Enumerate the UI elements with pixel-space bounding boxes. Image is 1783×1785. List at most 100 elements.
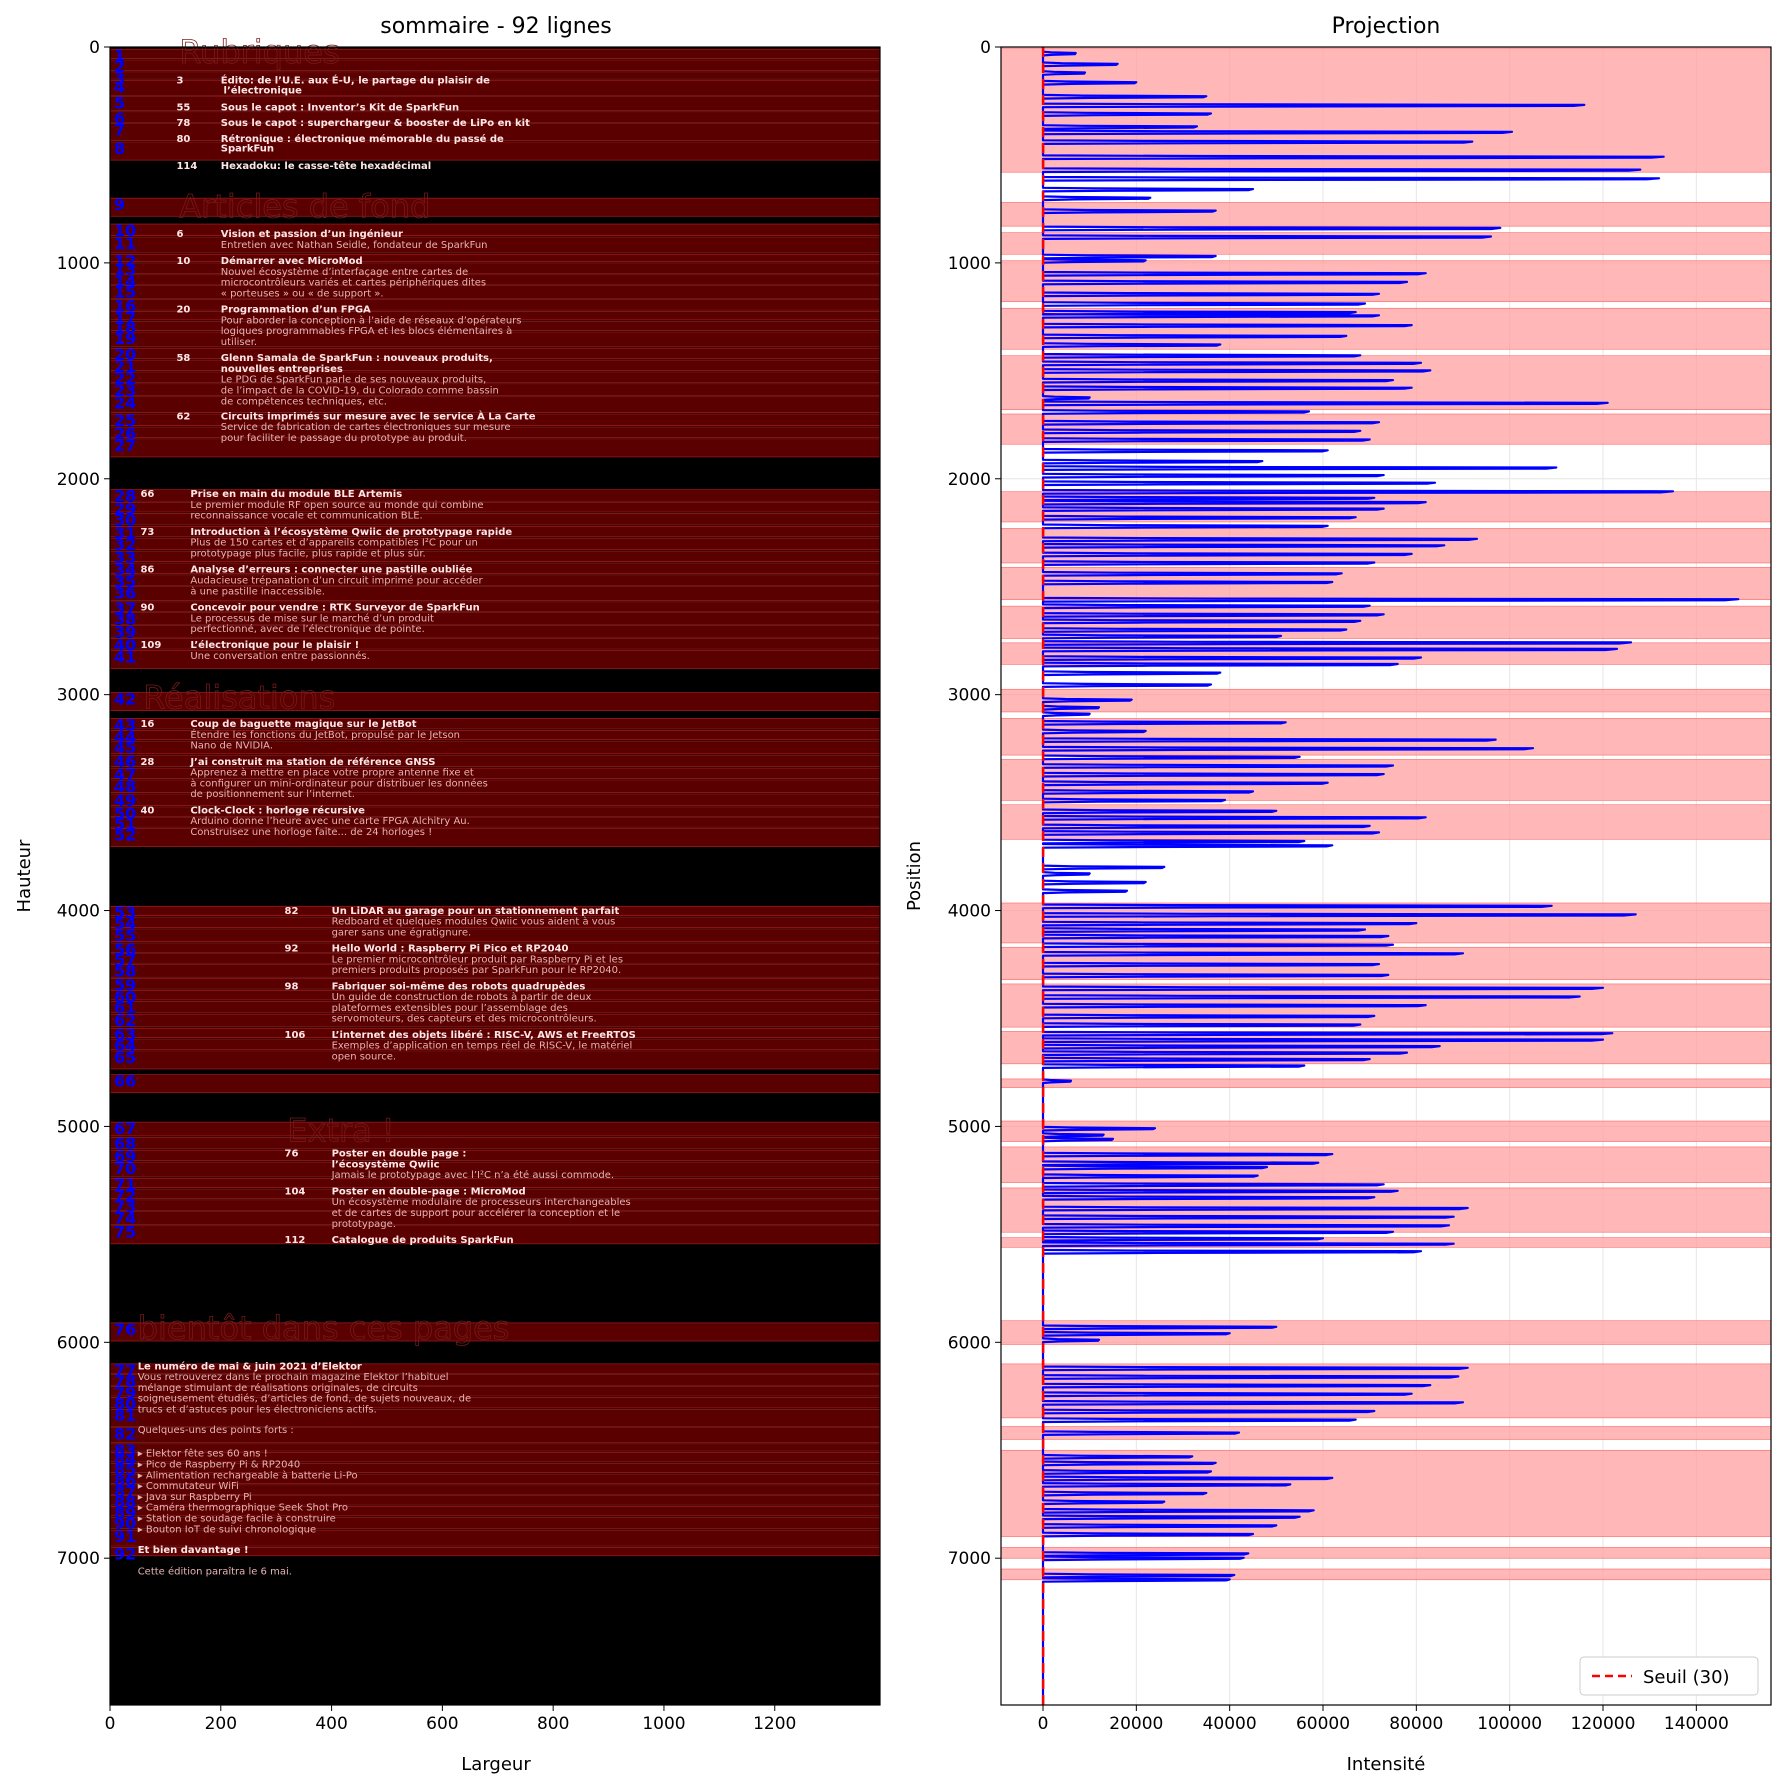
line-number-label: 92 (114, 1544, 136, 1563)
line-number-label: 45 (114, 738, 136, 757)
legend-box (1579, 1656, 1759, 1696)
page-text-line: Arduino donne l’heure avec une carte FPG… (190, 816, 470, 827)
page-text-line: SparkFun (221, 144, 274, 155)
page-text-line: Jamais le prototypage avec l’I²C n’a été… (331, 1169, 615, 1181)
page-text-line: L’internet des objets libéré : RISC-V, A… (332, 1029, 636, 1041)
page-text-line: Nano de NVIDIA. (190, 741, 273, 752)
line-number-label: 91 (114, 1527, 136, 1546)
page-text-line: Une conversation entre passionnés. (190, 650, 369, 662)
legend: Seuil (30) (1579, 1656, 1759, 1696)
y-tick-label: 1000 (948, 254, 991, 274)
page-text-line: Un guide de construction de robots à par… (332, 991, 592, 1003)
line-number-label: 87 (114, 1482, 136, 1501)
projection-band (1000, 1120, 1772, 1142)
page-text-line: trucs et d’astuces pour les électronicie… (138, 1403, 377, 1415)
line-number-label: 2 (114, 57, 125, 76)
page-text-line: 106 (284, 1030, 305, 1041)
page-text-line: Pour aborder la conception à l’aide de r… (221, 314, 522, 326)
x-tick-label: 140000 (1664, 1714, 1729, 1734)
page-text-line: 3 (176, 76, 183, 87)
y-tick-label: 6000 (948, 1333, 991, 1353)
page-text-line: nouvelles entreprises (221, 364, 343, 375)
x-tick-label: 1200 (753, 1714, 796, 1734)
page-text-line: Quelques-uns des points forts : (138, 1425, 294, 1436)
line-number-label: 65 (114, 1048, 136, 1067)
right-title: Projection (1332, 14, 1441, 39)
page-text-line: de compétences techniques, etc. (221, 395, 387, 407)
page-text-line: l’électronique (224, 84, 303, 96)
line-number-label: 74 (114, 1209, 136, 1228)
line-number-label: 70 (114, 1159, 136, 1178)
line-number-label: 1 (114, 46, 125, 65)
page-text-line: 55 (176, 103, 190, 114)
line-number-label: 18 (114, 318, 136, 337)
left-y-ticks: 0 1000 2000 3000 4000 5000 6000 7000 (57, 38, 110, 1569)
line-band (109, 1136, 881, 1150)
line-number-label: 41 (114, 647, 136, 666)
page-text-line: Rétronique : électronique mémorable du p… (221, 133, 504, 145)
page-text: Rubriques 3 Édito: de l’U.E. aux É-U, le p… (137, 33, 636, 1578)
page-text-line: Le processus de mise sur le marché d’un … (190, 612, 434, 624)
line-number-label: 28 (114, 487, 136, 506)
line-number-label: 12 (114, 251, 136, 270)
line-band (109, 928, 881, 942)
line-number-label: 77 (114, 1361, 136, 1380)
page-text-line: Programmation d’un FPGA (221, 305, 371, 316)
page-text-line: mélange stimulant de réalisations origin… (138, 1382, 418, 1394)
page-text-line: 10 (176, 256, 190, 267)
page-text-line: Redboard et quelques modules Qwiic vous … (332, 916, 616, 928)
line-number-label: 44 (114, 727, 136, 746)
left-xlabel: Largeur (461, 1754, 531, 1775)
line-number-label: 25 (114, 411, 136, 430)
page-text-line: Articles de fond (179, 188, 430, 226)
x-tick-label: 100000 (1477, 1714, 1542, 1734)
page-text-line: 73 (140, 527, 154, 538)
page-text-line: perfectionné, avec de l’électronique de … (190, 623, 424, 635)
x-tick-label: 60000 (1296, 1714, 1350, 1734)
line-number-label: 71 (114, 1175, 136, 1194)
right-panel: Projection 0 20000 40000 60000 80000 100000 12… (904, 14, 1772, 1775)
line-number-label: 5 (114, 94, 125, 113)
line-number-label: 85 (114, 1460, 136, 1479)
y-tick-label: 2000 (57, 470, 100, 490)
page-text-line: Glenn Samala de SparkFun : nouveaux prod… (221, 353, 493, 364)
line-number-label: 35 (114, 572, 136, 591)
page-text-line: pour faciliter le passage du prototype a… (221, 433, 467, 444)
page-text-line: Le premier microcontrôleur produit par R… (332, 953, 623, 965)
page-text-line: 28 (140, 757, 154, 768)
line-number-label: 36 (114, 584, 136, 603)
page-text-line: Et bien davantage ! (138, 1545, 249, 1556)
page-text-line: Entretien avec Nathan Seidle, fondateur … (221, 240, 488, 251)
line-number-label: 46 (114, 752, 136, 771)
page-text-line: Analyse d’erreurs : connecter une pastil… (190, 564, 472, 576)
line-bands (1000, 47, 1772, 1581)
line-number-label: 3 (114, 69, 125, 88)
x-tick-label: 600 (426, 1714, 458, 1734)
page-text-line: 109 (140, 640, 161, 651)
projection-band (1000, 47, 1772, 173)
page-text-line: 104 (284, 1186, 305, 1197)
page-text-line: reconnaissance vocale et communication B… (190, 511, 422, 522)
page-text-line: Audacieuse trépanation d’un circuit impr… (190, 574, 483, 586)
line-number-label: 10 (114, 221, 136, 240)
y-tick-label: 1000 (57, 254, 100, 274)
line-number-label: 57 (114, 951, 136, 970)
page-text-line: l’écosystème Qwiic (332, 1158, 440, 1170)
line-number-label: 61 (114, 998, 136, 1017)
line-number-label: 90 (114, 1514, 136, 1533)
y-tick-label: 7000 (57, 1549, 100, 1569)
line-number-label: 30 (114, 510, 136, 529)
page-text-line: 90 (140, 602, 154, 613)
line-band (109, 1149, 881, 1162)
right-y-ticks: 0 1000 2000 3000 4000 5000 6000 7000 (948, 38, 1001, 1569)
line-band (109, 1074, 881, 1094)
page-text-line: Circuits imprimés sur mesure avec le ser… (221, 409, 536, 422)
line-number-label: 13 (114, 260, 136, 279)
line-number-label: 63 (114, 1025, 136, 1044)
line-number-label: 69 (114, 1147, 136, 1166)
page-text-line: Rubriques (179, 33, 339, 71)
line-number-label: 89 (114, 1503, 136, 1522)
page-text-line: ▸ Caméra thermographique Seek Shot Pro (138, 1502, 348, 1514)
right-x-ticks: 0 20000 40000 60000 80000 100000 120000 140000 (1038, 1705, 1729, 1734)
